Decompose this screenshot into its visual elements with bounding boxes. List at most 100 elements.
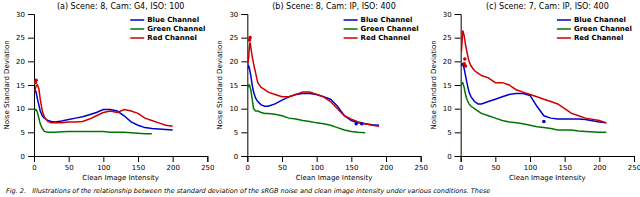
tick: 5	[21, 129, 34, 137]
y-axis: 0 5 10 15 20 25 30	[443, 11, 461, 161]
tick-label: 5	[234, 129, 238, 137]
tick: 30	[443, 11, 461, 19]
tick-label: 0	[32, 164, 36, 172]
tick: 0	[246, 156, 250, 172]
tick: 50	[278, 156, 287, 172]
plot-area	[248, 36, 379, 133]
tick: 20	[443, 58, 461, 66]
x-axis-title: Clean Image Intensity	[509, 174, 586, 182]
scatter-point	[463, 57, 467, 61]
tick-mark	[317, 156, 318, 162]
legend-swatch	[130, 37, 144, 39]
tick: 15	[229, 82, 247, 90]
tick-label: 150	[132, 164, 145, 172]
tick-mark	[530, 156, 531, 162]
tick-mark	[69, 156, 70, 162]
axis-domain	[35, 157, 208, 163]
tick: 250	[628, 156, 640, 172]
tick-label: 15	[16, 82, 25, 90]
tick-label: 20	[443, 58, 452, 66]
tick-mark	[241, 156, 247, 157]
tick-label: 100	[310, 164, 323, 172]
tick-mark	[28, 38, 34, 39]
panel: 050100150200250051015202530Clean Image I…	[216, 2, 428, 182]
tick-mark	[241, 61, 247, 62]
chart-title: (c) Scene: 7, Cam: IP, ISO: 400	[486, 2, 609, 11]
tick-mark	[241, 109, 247, 110]
tick: 10	[229, 105, 247, 113]
tick: 25	[443, 34, 461, 42]
tick: 15	[443, 82, 461, 90]
tick-mark	[28, 109, 34, 110]
tick-label: 50	[65, 164, 74, 172]
tick: 0	[447, 153, 460, 161]
tick-label: 25	[229, 34, 238, 42]
axis-domain	[461, 157, 634, 163]
tick: 25	[229, 34, 247, 42]
tick: 5	[234, 129, 247, 137]
tick-mark	[241, 38, 247, 39]
tick-mark	[455, 61, 461, 62]
legend-label: Red Channel	[147, 34, 197, 42]
tick-mark	[421, 156, 422, 162]
legend-swatch	[130, 28, 144, 30]
series-line	[248, 66, 379, 125]
plot-area	[461, 31, 606, 133]
tick-mark	[599, 156, 600, 162]
y-axis: 051015202530	[229, 11, 247, 161]
tick-mark	[241, 132, 247, 133]
legend-swatch	[344, 37, 358, 39]
series-line	[461, 31, 606, 123]
tick-label: 25	[16, 34, 25, 42]
tick-label: 250	[414, 164, 427, 172]
tick-mark	[455, 38, 461, 39]
tick-label: 250	[201, 164, 214, 172]
tick: 20	[229, 58, 247, 66]
legend-swatch	[344, 19, 358, 21]
tick-mark	[455, 14, 461, 15]
scatter-point	[360, 122, 364, 126]
tick-mark	[173, 156, 174, 162]
tick-label: 20	[16, 58, 25, 66]
tick-label: 150	[558, 164, 571, 172]
tick-label: 150	[345, 164, 358, 172]
legend-label: Green Channel	[361, 25, 419, 33]
legend-swatch	[344, 28, 358, 30]
legend-label: Green Channel	[574, 25, 632, 33]
tick-mark	[455, 85, 461, 86]
y-axis-title: Noise Standard Deviation	[3, 40, 11, 129]
caption: Fig. 2. Illustrations of the relationshi…	[6, 187, 490, 195]
tick-label: 5	[447, 129, 451, 137]
tick: 200	[166, 156, 179, 172]
tick-label: 20	[229, 58, 238, 66]
tick-label: 50	[278, 164, 287, 172]
tick: 150	[558, 156, 571, 172]
scatter-point	[34, 78, 38, 82]
legend-swatch	[557, 19, 571, 21]
tick: 30	[229, 11, 247, 19]
tick-label: 5	[21, 129, 25, 137]
tick: 10	[443, 105, 461, 113]
tick-label: 0	[459, 164, 463, 172]
tick-mark	[241, 85, 247, 86]
series-line	[35, 91, 173, 130]
tick-mark	[565, 156, 566, 162]
tick: 250	[414, 156, 427, 172]
legend-swatch	[557, 28, 571, 30]
tick: 200	[380, 156, 393, 172]
tick: 150	[345, 156, 358, 172]
scatter-point	[464, 64, 468, 68]
axis-domain	[455, 15, 462, 157]
tick-mark	[455, 156, 461, 157]
panel: 050100150200250051015202530Clean Image I…	[3, 2, 215, 182]
tick-mark	[455, 109, 461, 110]
axis-domain	[248, 157, 421, 163]
tick: 0	[21, 153, 34, 161]
tick: 100	[524, 156, 537, 172]
tick-label: 30	[229, 11, 238, 19]
chart-title: (b) Scene: 8, Cam: IP, ISO: 400	[272, 2, 396, 11]
scatter-point	[354, 122, 358, 126]
tick: 30	[16, 11, 34, 19]
tick-mark	[28, 156, 34, 157]
tick-mark	[241, 14, 247, 15]
